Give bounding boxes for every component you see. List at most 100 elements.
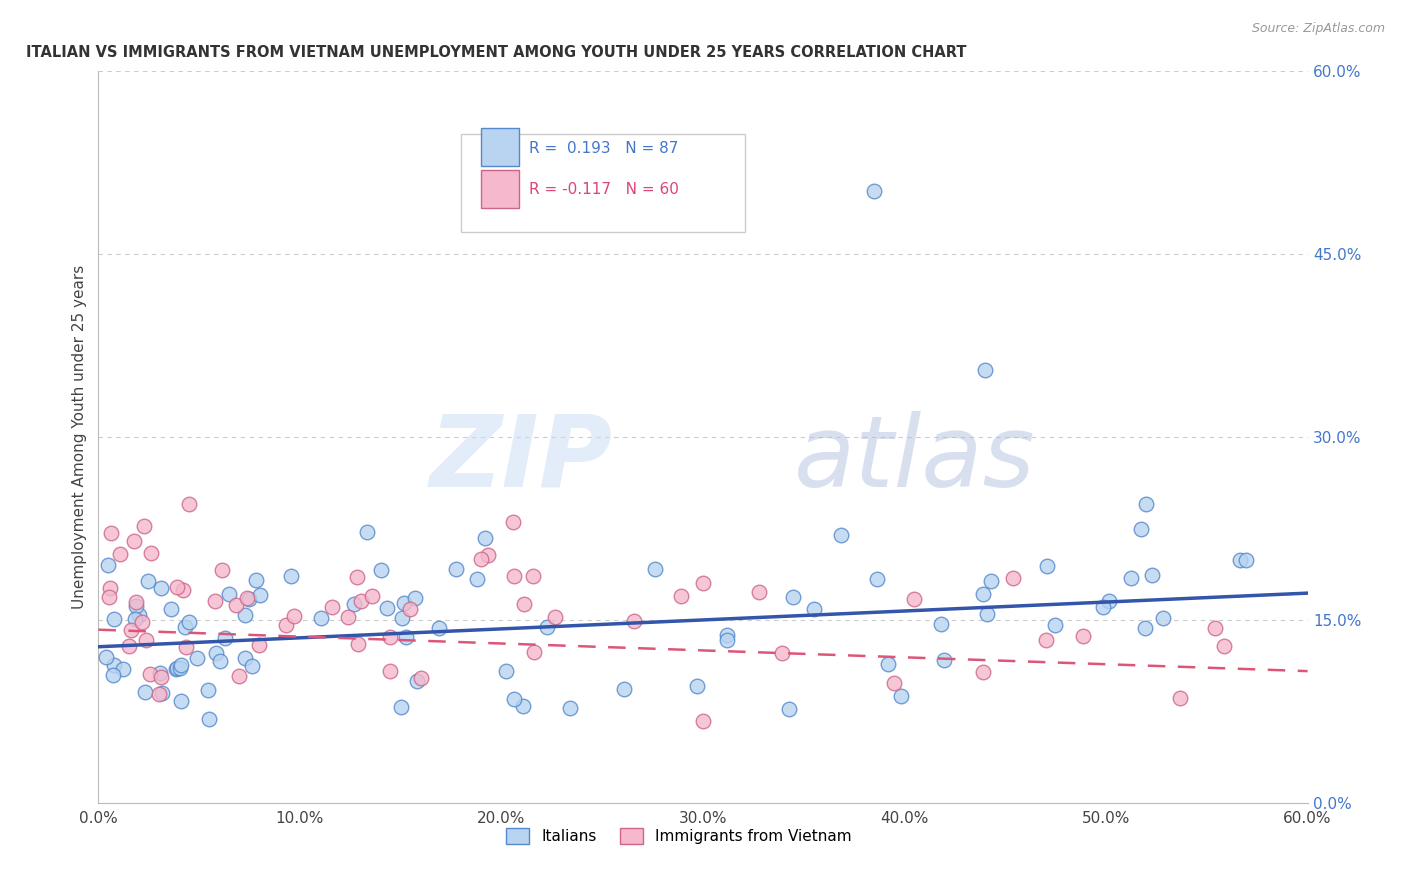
Point — [135, 633, 157, 648]
Point — [228, 668, 250, 682]
Point — [131, 615, 153, 629]
Point — [120, 623, 142, 637]
Point — [198, 712, 221, 726]
Point — [132, 518, 155, 533]
Point — [347, 638, 370, 652]
Point — [103, 657, 125, 672]
Point — [1129, 522, 1152, 536]
Point — [1229, 553, 1251, 567]
Point — [245, 573, 267, 587]
Point — [1073, 629, 1095, 643]
Point — [474, 532, 496, 546]
Point — [108, 547, 131, 561]
Point — [1234, 553, 1257, 567]
Point — [778, 701, 800, 715]
Point — [1098, 594, 1121, 608]
Point — [560, 700, 582, 714]
Point — [160, 601, 183, 615]
Point — [238, 591, 260, 606]
Point — [394, 596, 416, 610]
Point — [903, 592, 925, 607]
Point — [370, 563, 392, 577]
Point — [283, 609, 305, 624]
Point — [1135, 497, 1157, 511]
Point — [350, 594, 373, 608]
Point — [536, 620, 558, 634]
Point — [174, 640, 197, 655]
Point — [346, 569, 368, 583]
Point — [139, 667, 162, 681]
Point — [249, 588, 271, 602]
Point — [1035, 633, 1057, 648]
Point — [748, 584, 770, 599]
Point — [866, 572, 889, 586]
Point — [934, 653, 956, 667]
Point — [204, 594, 226, 608]
Point — [240, 658, 263, 673]
Point — [150, 670, 173, 684]
Point — [782, 590, 804, 604]
Point — [280, 569, 302, 583]
Point — [1212, 639, 1234, 653]
Point — [150, 686, 173, 700]
Point — [1001, 571, 1024, 585]
Point — [976, 607, 998, 621]
Point — [502, 515, 524, 529]
Point — [830, 527, 852, 541]
Point — [972, 665, 994, 680]
Point — [399, 602, 422, 616]
Point — [321, 600, 343, 615]
Point — [1152, 611, 1174, 625]
Text: Source: ZipAtlas.com: Source: ZipAtlas.com — [1251, 22, 1385, 36]
Point — [974, 363, 997, 377]
Point — [389, 699, 412, 714]
Point — [128, 608, 150, 623]
FancyBboxPatch shape — [481, 128, 519, 167]
Point — [395, 630, 418, 644]
Point — [139, 546, 162, 560]
Text: ZIP: ZIP — [429, 410, 613, 508]
Point — [1133, 621, 1156, 635]
Point — [544, 609, 567, 624]
Text: ITALIAN VS IMMIGRANTS FROM VIETNAM UNEMPLOYMENT AMONG YOUTH UNDER 25 YEARS CORRE: ITALIAN VS IMMIGRANTS FROM VIETNAM UNEMP… — [25, 45, 966, 61]
Point — [225, 598, 247, 612]
Point — [502, 569, 524, 583]
Point — [218, 587, 240, 601]
Point — [98, 581, 121, 595]
Point — [235, 651, 257, 665]
Point — [177, 615, 200, 629]
Point — [197, 683, 219, 698]
Point — [883, 675, 905, 690]
Point — [623, 615, 645, 629]
Point — [165, 662, 187, 676]
Point — [1168, 691, 1191, 706]
Point — [172, 582, 194, 597]
Point — [173, 619, 195, 633]
Point — [186, 651, 208, 665]
Point — [124, 595, 146, 609]
Point — [97, 558, 120, 573]
Point — [427, 621, 450, 635]
Point — [803, 602, 825, 616]
Point — [686, 679, 709, 693]
Point — [644, 562, 666, 576]
Point — [378, 630, 401, 644]
Point — [336, 609, 359, 624]
Point — [166, 660, 188, 674]
Point — [235, 591, 257, 605]
Point — [512, 699, 534, 714]
Point — [716, 628, 738, 642]
Point — [100, 526, 122, 541]
Point — [692, 575, 714, 590]
Point — [470, 552, 492, 566]
Point — [149, 581, 172, 595]
Point — [1045, 618, 1067, 632]
Point — [495, 664, 517, 678]
FancyBboxPatch shape — [481, 170, 519, 208]
Point — [1035, 559, 1057, 574]
Point — [170, 694, 193, 708]
Point — [211, 563, 233, 577]
Point — [125, 599, 148, 614]
Point — [343, 597, 366, 611]
Point — [103, 612, 125, 626]
